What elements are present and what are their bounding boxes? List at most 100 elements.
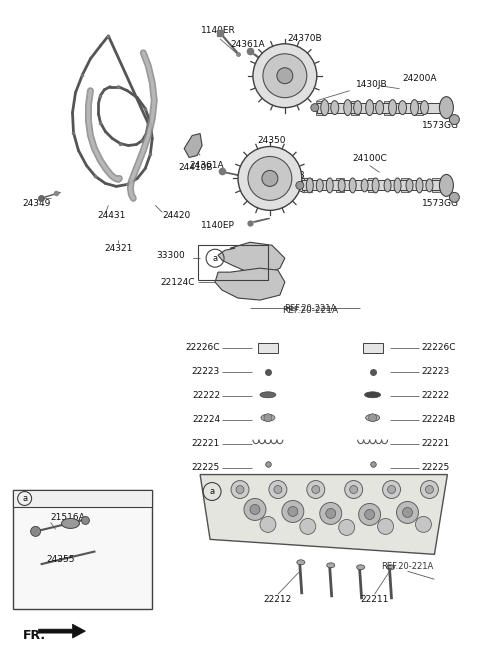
Bar xyxy=(432,178,441,192)
Ellipse shape xyxy=(316,179,323,192)
Ellipse shape xyxy=(261,414,275,421)
Circle shape xyxy=(36,560,45,569)
Circle shape xyxy=(350,485,358,493)
Ellipse shape xyxy=(306,178,313,193)
Ellipse shape xyxy=(389,100,396,116)
Ellipse shape xyxy=(344,100,352,116)
Ellipse shape xyxy=(366,100,373,116)
Bar xyxy=(302,180,446,190)
Circle shape xyxy=(312,485,320,493)
Text: 22222: 22222 xyxy=(192,391,220,400)
Text: 1140ER: 1140ER xyxy=(201,27,235,35)
Ellipse shape xyxy=(372,178,379,193)
Text: FR.: FR. xyxy=(23,629,46,642)
Text: 24361A: 24361A xyxy=(190,161,225,170)
Text: REF.20-221A: REF.20-221A xyxy=(282,306,338,315)
Ellipse shape xyxy=(439,175,454,197)
Polygon shape xyxy=(184,134,202,158)
Circle shape xyxy=(263,54,307,97)
Ellipse shape xyxy=(366,414,380,421)
Circle shape xyxy=(236,485,244,493)
Circle shape xyxy=(277,67,293,84)
Circle shape xyxy=(82,517,89,524)
Ellipse shape xyxy=(297,560,305,565)
Circle shape xyxy=(449,192,459,202)
Circle shape xyxy=(387,485,396,493)
Ellipse shape xyxy=(354,101,361,115)
Bar xyxy=(351,101,359,115)
Text: 24361A: 24361A xyxy=(231,40,265,49)
Text: 22222: 22222 xyxy=(421,391,450,400)
Circle shape xyxy=(296,182,304,190)
Text: 22124C: 22124C xyxy=(161,278,195,287)
Bar xyxy=(317,103,446,113)
Circle shape xyxy=(269,480,287,498)
Bar xyxy=(336,178,344,192)
Ellipse shape xyxy=(260,392,276,398)
Circle shape xyxy=(311,104,319,112)
Text: 24321: 24321 xyxy=(104,244,132,252)
Ellipse shape xyxy=(384,179,391,192)
Text: 22224: 22224 xyxy=(192,415,220,424)
Circle shape xyxy=(231,480,249,498)
Circle shape xyxy=(282,500,304,522)
Text: 22224B: 22224B xyxy=(421,415,456,424)
Text: REF.20-221A: REF.20-221A xyxy=(284,304,336,313)
Circle shape xyxy=(326,508,336,519)
Text: 24200A: 24200A xyxy=(402,74,437,83)
Text: 22223: 22223 xyxy=(421,367,450,376)
Circle shape xyxy=(253,44,317,108)
Text: 24420: 24420 xyxy=(162,211,191,220)
Text: 22225: 22225 xyxy=(421,463,450,472)
Circle shape xyxy=(307,480,325,498)
Circle shape xyxy=(383,480,400,498)
Circle shape xyxy=(262,171,278,186)
Text: 22226C: 22226C xyxy=(421,343,456,352)
Text: 22226C: 22226C xyxy=(186,343,220,352)
Ellipse shape xyxy=(376,101,384,115)
Ellipse shape xyxy=(386,565,395,570)
Ellipse shape xyxy=(394,178,401,193)
Text: 22211: 22211 xyxy=(360,594,389,604)
Ellipse shape xyxy=(361,179,368,192)
Ellipse shape xyxy=(420,101,429,115)
Circle shape xyxy=(274,485,282,493)
Bar xyxy=(12,489,152,508)
Circle shape xyxy=(420,480,438,498)
Ellipse shape xyxy=(365,392,381,398)
Ellipse shape xyxy=(426,179,433,192)
Text: 24410B: 24410B xyxy=(178,163,212,172)
Text: 22223: 22223 xyxy=(192,367,220,376)
Polygon shape xyxy=(38,624,85,638)
Circle shape xyxy=(248,156,292,201)
Text: 1140EP: 1140EP xyxy=(201,221,235,230)
Text: 22212: 22212 xyxy=(264,594,292,604)
Ellipse shape xyxy=(338,179,345,192)
Circle shape xyxy=(359,504,381,526)
Circle shape xyxy=(403,508,412,517)
Circle shape xyxy=(264,414,272,422)
Text: 22221: 22221 xyxy=(192,439,220,448)
Circle shape xyxy=(365,509,374,519)
Circle shape xyxy=(339,519,355,535)
Bar xyxy=(384,101,392,115)
Circle shape xyxy=(416,517,432,532)
Ellipse shape xyxy=(406,179,413,192)
Circle shape xyxy=(91,547,99,556)
Circle shape xyxy=(378,519,394,534)
Polygon shape xyxy=(218,242,285,275)
Circle shape xyxy=(31,526,41,536)
Text: 21516A: 21516A xyxy=(50,513,85,522)
Text: 1573GG: 1573GG xyxy=(422,121,459,130)
Text: a: a xyxy=(209,487,215,496)
Text: 24431: 24431 xyxy=(97,211,126,220)
Circle shape xyxy=(345,480,363,498)
Circle shape xyxy=(449,115,459,125)
Ellipse shape xyxy=(61,519,80,528)
Text: 24355: 24355 xyxy=(46,555,75,564)
Text: 24370B: 24370B xyxy=(288,34,322,43)
Ellipse shape xyxy=(326,178,333,193)
Bar xyxy=(400,178,408,192)
Text: 24100C: 24100C xyxy=(352,154,387,163)
Circle shape xyxy=(396,502,419,524)
